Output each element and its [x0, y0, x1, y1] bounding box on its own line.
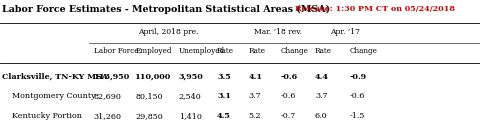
Text: Apr. ’17: Apr. ’17	[330, 28, 360, 36]
Text: 6.0: 6.0	[315, 112, 327, 120]
Text: Clarksville, TN-KY MSA: Clarksville, TN-KY MSA	[2, 73, 108, 81]
Text: 2,540: 2,540	[179, 92, 201, 100]
Text: Change: Change	[349, 47, 377, 55]
Text: Rate: Rate	[315, 47, 332, 55]
Text: -0.9: -0.9	[349, 73, 367, 81]
Text: 4.4: 4.4	[315, 73, 329, 81]
Text: Rate: Rate	[249, 47, 265, 55]
Text: 1,410: 1,410	[179, 112, 202, 120]
Text: April, 2018 pre.: April, 2018 pre.	[138, 28, 199, 36]
Text: Release: 1:30 PM CT on 05/24/2018: Release: 1:30 PM CT on 05/24/2018	[295, 5, 455, 13]
Text: 3,950: 3,950	[179, 73, 204, 81]
Text: 3.1: 3.1	[217, 92, 231, 100]
Text: Mar. ’18 rev.: Mar. ’18 rev.	[253, 28, 301, 36]
Text: Rate: Rate	[217, 47, 234, 55]
Text: Employed: Employed	[135, 47, 172, 55]
Text: -1.5: -1.5	[349, 112, 365, 120]
Text: 3.5: 3.5	[217, 73, 231, 81]
Text: 4.1: 4.1	[249, 73, 263, 81]
Text: Kentucky Portion: Kentucky Portion	[2, 112, 83, 120]
Text: -0.6: -0.6	[280, 92, 296, 100]
Text: 3.7: 3.7	[315, 92, 327, 100]
Text: -0.6: -0.6	[280, 73, 298, 81]
Text: Change: Change	[280, 47, 308, 55]
Text: 110,000: 110,000	[135, 73, 172, 81]
Text: Labor Force: Labor Force	[94, 47, 138, 55]
Text: Labor Force Estimates - Metropolitan Statistical Areas (MSA): Labor Force Estimates - Metropolitan Sta…	[2, 5, 331, 14]
Text: 5.2: 5.2	[249, 112, 261, 120]
Text: 80,150: 80,150	[135, 92, 163, 100]
Text: Montgomery County: Montgomery County	[2, 92, 96, 100]
Text: -0.7: -0.7	[280, 112, 296, 120]
Text: Unemployed: Unemployed	[179, 47, 225, 55]
Text: 31,260: 31,260	[94, 112, 121, 120]
Text: 3.7: 3.7	[249, 92, 261, 100]
Text: 82,690: 82,690	[94, 92, 121, 100]
Text: 29,850: 29,850	[135, 112, 163, 120]
Text: 4.5: 4.5	[217, 112, 231, 120]
Text: 113,950: 113,950	[94, 73, 130, 81]
Text: -0.6: -0.6	[349, 92, 365, 100]
